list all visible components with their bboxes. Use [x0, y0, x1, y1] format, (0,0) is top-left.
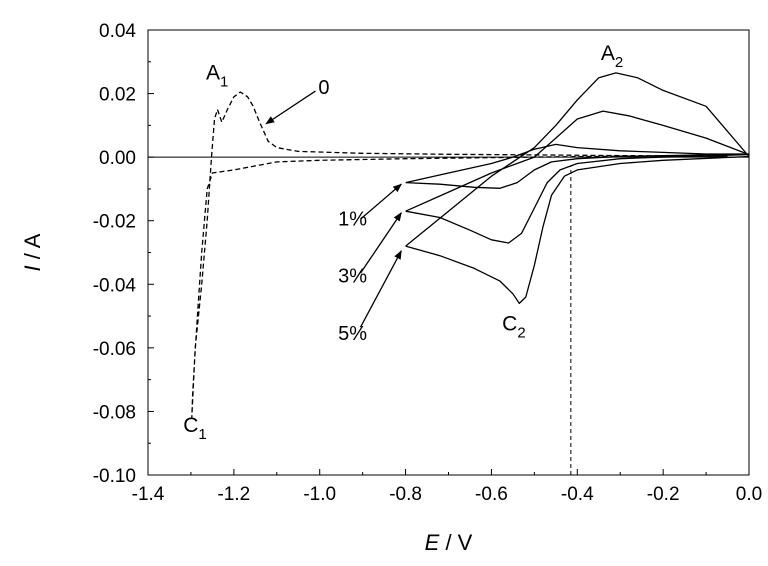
peak-label-letter: C	[183, 414, 198, 437]
peak-label-subscript: 1	[198, 426, 206, 443]
peak-label-a2: A2	[601, 42, 623, 71]
peak-label-subscript: 2	[517, 324, 525, 341]
arrow-labels: 0 1% 3% 5%	[265, 77, 402, 345]
x-tick-label: -0.2	[647, 484, 680, 505]
arrow-three	[359, 212, 402, 274]
reference-lines	[148, 156, 749, 475]
y-tick-label: 0.04	[99, 21, 136, 42]
arrow-five	[359, 250, 402, 328]
series-line-3	[405, 72, 750, 305]
x-axis-title-unit: / V	[439, 530, 472, 555]
curve-label-one: 1%	[338, 208, 367, 230]
peak-label-a1: A1	[206, 61, 228, 90]
series-line-1	[405, 143, 750, 189]
peak-label-subscript: 2	[615, 54, 623, 71]
series-line-0	[191, 91, 728, 419]
y-tick-label: -0.06	[93, 339, 136, 360]
curve-label-five: 5%	[338, 323, 367, 345]
x-axis: -1.4 -1.2 -1.0 -0.8 -0.6 -0.4 -0.2 0.0	[132, 469, 762, 505]
y-axis-title: I / A	[20, 233, 45, 271]
y-tick-label: -0.04	[93, 275, 137, 296]
x-tick-label: -0.8	[389, 484, 422, 505]
y-axis-title-unit: / A	[20, 233, 45, 265]
peak-label-letter: A	[206, 61, 220, 84]
y-tick-label: -0.10	[93, 466, 136, 487]
y-tick-label: 0.00	[99, 148, 136, 169]
peak-label-c2: C2	[502, 312, 526, 341]
x-tick-label: -0.6	[475, 484, 508, 505]
x-tick-label: -1.2	[217, 484, 250, 505]
series-line-2	[405, 110, 750, 244]
x-axis-title: E / V	[425, 530, 473, 555]
y-axis: 0.04 0.02 0.00 -0.02 -0.04 -0.06 -0.08 -0.10	[93, 21, 154, 487]
y-tick-label: 0.02	[99, 85, 136, 106]
curve-label-three: 3%	[338, 266, 367, 288]
plot-frame	[147, 29, 750, 476]
x-tick-label: -1.0	[303, 484, 336, 505]
arrow-zero	[265, 90, 316, 125]
y-axis-title-symbol: I	[20, 265, 45, 271]
y-tick-label: -0.02	[93, 212, 136, 233]
peak-label-c1: C1	[183, 414, 207, 443]
x-tick-label: -0.4	[561, 484, 594, 505]
x-tick-label: -1.4	[132, 484, 165, 505]
peak-label-letter: C	[502, 312, 517, 335]
curve-label-zero: 0	[318, 77, 329, 99]
series-layer	[191, 72, 750, 419]
peak-label-subscript: 1	[220, 73, 228, 90]
arrow-one	[360, 183, 402, 220]
x-tick-label: 0.0	[736, 484, 762, 505]
y-tick-label: -0.08	[93, 402, 136, 423]
peak-label-letter: A	[601, 42, 615, 65]
x-axis-title-symbol: E	[425, 530, 440, 555]
